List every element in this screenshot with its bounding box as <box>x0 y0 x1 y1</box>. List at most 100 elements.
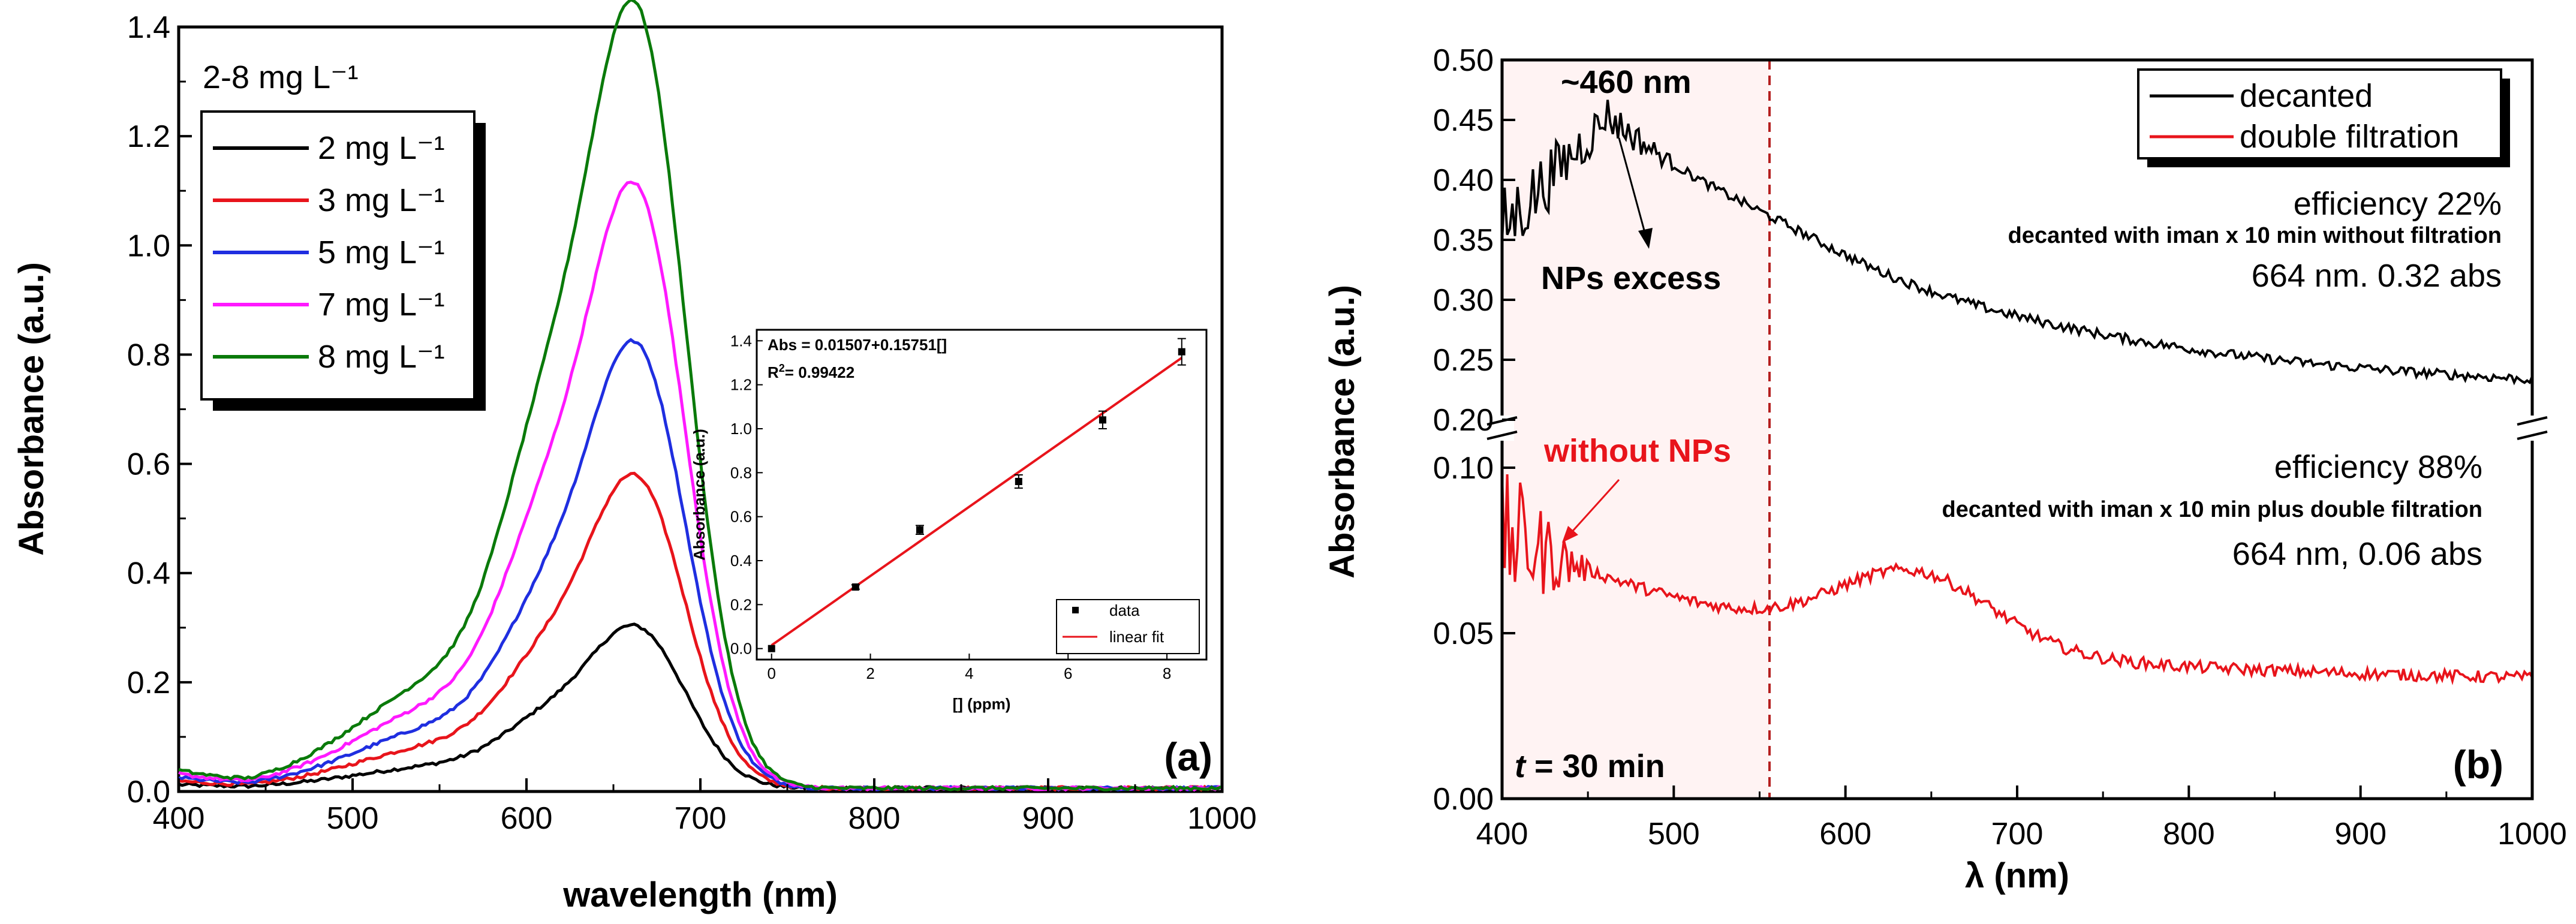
a-ytick-label: 0.4 <box>127 556 170 591</box>
inset-x-ticks: 0 2 4 6 8 <box>767 654 1171 682</box>
inset-legend: data linear fit <box>1056 599 1200 654</box>
inset-xtick-label: 8 <box>1163 664 1171 682</box>
a-xtick-label: 400 <box>153 801 205 836</box>
panel-a-x-axis-title: wavelength (nm) <box>562 875 838 914</box>
without-nps-arrow <box>1562 478 1620 543</box>
np-excess-arrow-shaft <box>1618 137 1647 237</box>
b-upper-ytick-label: 0.50 <box>1433 43 1494 78</box>
b-upper-ytick-label: 0.30 <box>1433 283 1494 318</box>
inset-legend-data: data <box>1109 601 1140 619</box>
b-xtick-label: 600 <box>1819 817 1871 851</box>
inset-fit-line <box>771 357 1182 646</box>
panel-b-label: (b) <box>2453 742 2503 787</box>
inset-data-point <box>1099 416 1106 424</box>
a-ytick-label: 1.4 <box>127 10 170 45</box>
inset-x-title: [] (ppm) <box>953 695 1011 713</box>
inset-xtick-label: 0 <box>767 664 775 682</box>
inset-data-point <box>851 583 859 591</box>
a-xtick-label: 900 <box>1022 801 1075 836</box>
np-excess-arrow-head <box>1638 228 1653 249</box>
inset-ytick-label: 0.0 <box>730 640 752 658</box>
a-legend-label: 3 mg L⁻¹ <box>318 182 445 218</box>
b-xtick-label: 700 <box>1991 817 2044 851</box>
b-upper-ytick-label: 0.35 <box>1433 223 1494 258</box>
inset-ytick-label: 1.0 <box>730 420 752 438</box>
a-xtick-label: 600 <box>501 801 553 836</box>
b-lower-ytick-label: 0.05 <box>1433 616 1494 651</box>
panel-b-curves <box>1501 100 2533 685</box>
panel-b-legend: decanted double filtration <box>2137 68 2510 167</box>
panel-a-x-ticks: 400 500 600 700 800 900 1000 <box>153 778 1257 836</box>
a-ytick-label: 1.0 <box>127 228 170 263</box>
inset-y-title: Absorbance (a.u.) <box>690 429 708 561</box>
inset-equation: Abs = 0.01507+0.15751[] <box>768 336 947 354</box>
inset-legend-box <box>1056 599 1200 654</box>
a-ytick-label: 0.6 <box>127 447 170 482</box>
right-axis-break-mark-lower <box>2517 431 2548 440</box>
inset-xtick-label: 6 <box>1064 664 1072 682</box>
a-ytick-label: 1.2 <box>127 119 170 154</box>
a-xtick-label: 1000 <box>1187 801 1257 836</box>
inset-ytick-label: 0.2 <box>730 595 752 613</box>
efficiency-top: efficiency 22% <box>2294 186 2502 222</box>
legend-label-decanted: decanted <box>2240 78 2373 114</box>
panel-a-y-axis-title: Absorbance (a.u.) <box>12 262 51 556</box>
panel-a-y-ticks: 0.0 0.2 0.4 0.6 0.8 1.0 1.2 1.4 <box>127 10 192 809</box>
right-axis-break-mark-upper <box>2517 416 2548 426</box>
highlight-region <box>1502 60 1770 799</box>
inset-ytick-label: 0.6 <box>730 508 752 526</box>
inset-data-point <box>916 526 923 534</box>
value-top: 664 nm. 0.32 abs <box>2252 258 2502 294</box>
a-legend-label: 5 mg L⁻¹ <box>318 234 445 270</box>
without-nps-label: without NPs <box>1543 433 1731 469</box>
b-xtick-label: 400 <box>1476 817 1528 851</box>
b-series-double-filtration <box>1501 474 2533 685</box>
value-bottom: 664 nm, 0.06 abs <box>2232 536 2482 572</box>
panel-a-legend-box <box>200 110 476 401</box>
description-bottom: decanted with iman x 10 min plus double … <box>1942 497 2482 522</box>
a-legend-label: 2 mg L⁻¹ <box>318 130 445 166</box>
b-xtick-label: 900 <box>2334 817 2387 851</box>
a-ytick-label: 0.0 <box>127 775 170 809</box>
panel-b-x-ticks: 400 500 600 700 800 900 1000 <box>1476 785 2567 851</box>
a-ytick-label: 0.8 <box>127 338 170 372</box>
panel-b-x-axis-title: λ (nm) <box>1965 856 2069 895</box>
time-label: t = 30 min <box>1515 748 1665 784</box>
a-legend-label: 7 mg L⁻¹ <box>318 287 445 323</box>
panel-b-legend-box <box>2137 68 2502 159</box>
inset-ytick-label: 0.8 <box>730 463 752 481</box>
inset-data-points <box>768 338 1186 652</box>
panel-a: 400 500 600 700 800 900 1000 0.0 0.2 0.4 0.6 0.8 1.… <box>12 0 1257 914</box>
inset-legend-fit: linear fit <box>1109 628 1164 646</box>
calibration-inset: 0 2 4 6 8 0.0 0.2 0.4 0.6 0.8 1.0 1.2 1.4 Abs = 0.0… <box>690 329 1208 713</box>
a-xtick-label: 700 <box>675 801 727 836</box>
inset-data-point <box>1178 348 1185 356</box>
inset-ytick-label: 0.4 <box>730 552 752 570</box>
inset-xtick-label: 2 <box>866 664 874 682</box>
a-ytick-label: 0.2 <box>127 666 170 700</box>
panel-a-legend: 2 mg L⁻¹ 3 mg L⁻¹ 5 mg L⁻¹ 7 mg L⁻¹ 8 mg L⁻¹ <box>200 110 486 411</box>
b-xtick-label: 500 <box>1648 817 1700 851</box>
b-upper-ytick-label: 0.20 <box>1433 403 1494 438</box>
a-xtick-label: 800 <box>848 801 901 836</box>
panel-b-y-ticks: 0.20 0.25 0.30 0.35 0.40 0.45 0.50 0.00 0.05 0.10 <box>1433 43 1515 817</box>
panel-a-range-label: 2-8 mg L⁻¹ <box>203 59 359 95</box>
efficiency-bottom: efficiency 88% <box>2274 449 2482 485</box>
panel-b: 400 500 600 700 800 900 1000 0.200.250.300.350… <box>1323 43 2567 895</box>
np-excess-arrow <box>1618 137 1653 249</box>
b-upper-ytick-label: 0.45 <box>1433 103 1494 138</box>
b-upper-ytick-label: 0.25 <box>1433 343 1494 378</box>
b-lower-ytick-label: 0.00 <box>1433 782 1494 817</box>
b-xtick-label: 1000 <box>2497 817 2567 851</box>
without-nps-arrow-shaft <box>1568 478 1620 536</box>
left-axis-break-mark-lower <box>1486 431 1518 440</box>
inset-frame <box>756 329 1208 661</box>
inset-xtick-label: 4 <box>965 664 973 682</box>
b-series-decanted <box>1501 100 2533 386</box>
b-upper-ytick-label: 0.40 <box>1433 163 1494 198</box>
peak-wavelength-label: ~460 nm <box>1561 64 1692 100</box>
inset-ytick-label: 1.4 <box>730 332 752 350</box>
a-xtick-label: 500 <box>327 801 379 836</box>
inset-data-point <box>768 645 775 652</box>
